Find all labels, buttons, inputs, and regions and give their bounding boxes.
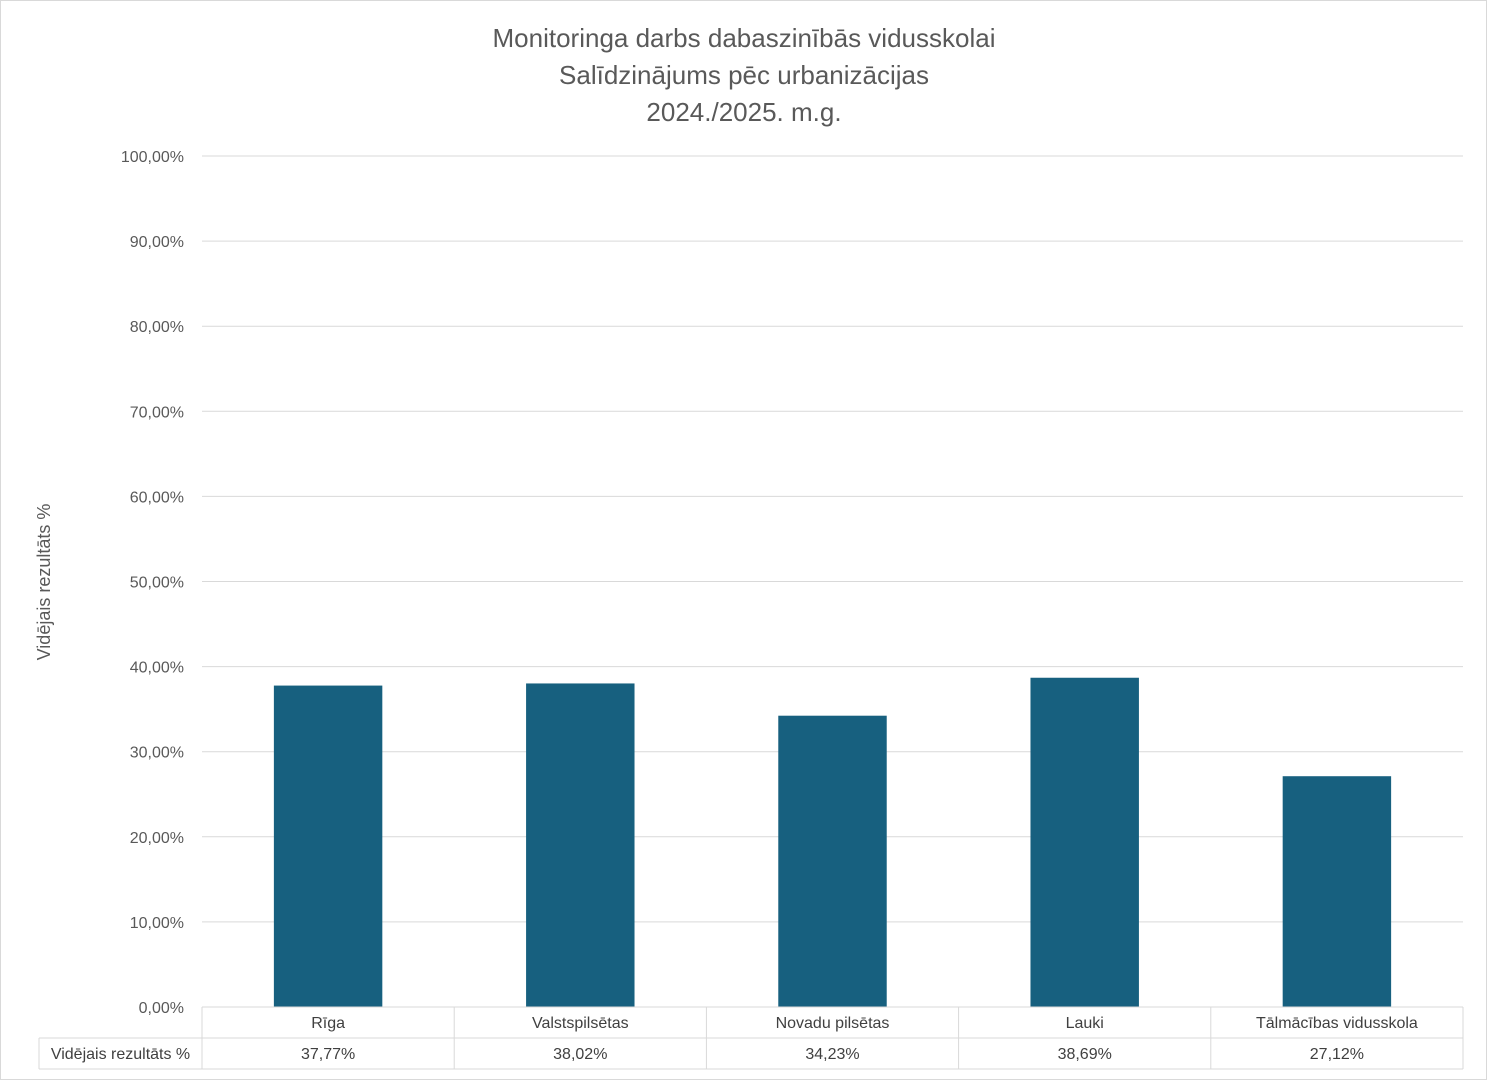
chart-title-line-3: 2024./2025. m.g. [646,97,841,127]
category-label: Lauki [1066,1015,1104,1032]
y-tick-label: 0,00% [139,1000,184,1017]
y-tick-label: 10,00% [130,915,184,932]
bar [1282,776,1392,1007]
y-tick-label: 50,00% [130,575,184,592]
data-value-label: 37,77% [301,1046,355,1063]
category-label: Tālmācības vidusskola [1256,1015,1418,1032]
bar [526,683,635,1007]
bars [273,677,1392,1007]
series-name-label: Vidējais rezultāts % [51,1046,190,1063]
y-tick-label: 60,00% [130,489,184,506]
data-value-label: 34,23% [805,1046,859,1063]
chart-title-line-1: Monitoringa darbs dabaszinībās vidusskol… [493,23,996,53]
chart-title: Monitoringa darbs dabaszinībās vidusskol… [493,23,996,127]
y-tick-label: 100,00% [121,149,184,166]
y-tick-label: 80,00% [130,319,184,336]
category-label: Rīga [311,1015,345,1032]
data-value-label: 27,12% [1310,1046,1364,1063]
category-label: Novadu pilsētas [776,1015,890,1032]
y-tick-label: 20,00% [130,830,184,847]
y-tick-label: 90,00% [130,234,184,251]
y-axis-title: Vidējais rezultāts % [34,504,54,661]
bar [273,685,383,1007]
data-value-label: 38,02% [553,1046,607,1063]
bar [1030,677,1139,1007]
y-tick-label: 40,00% [130,660,184,677]
data-value-label: 38,69% [1058,1046,1112,1063]
chart-title-line-2: Salīdzinājums pēc urbanizācijas [559,60,929,90]
y-tick-label: 70,00% [130,404,184,421]
gridlines [202,155,1463,1008]
y-tick-label: 30,00% [130,745,184,762]
category-label: Valstspilsētas [532,1015,629,1032]
data-table: Rīga 37,77% Valstspilsētas 38,02% Novadu pil… [38,1006,1464,1070]
bar [778,715,887,1007]
y-axis-ticks: 0,00% 10,00% 20,00% 30,00% 40,00% 50,00% 60,00… [121,149,184,1017]
